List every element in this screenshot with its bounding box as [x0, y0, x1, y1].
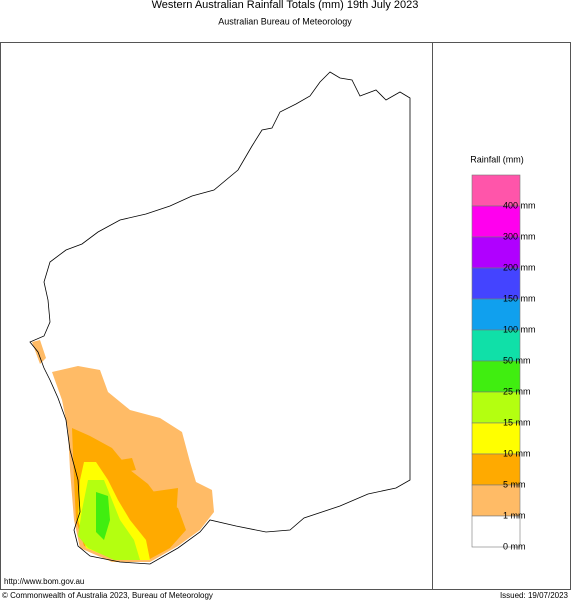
legend-swatch: [471, 391, 521, 424]
title: Western Australian Rainfall Totals (mm) …: [152, 0, 419, 11]
legend-label: 400 mm: [503, 200, 536, 210]
rain-5-10mm: [120, 458, 178, 522]
rain-25-50mm: [96, 492, 110, 540]
subtitle: Australian Bureau of Meteorology: [218, 16, 352, 26]
coastline: [29, 71, 411, 565]
legend-label: 50 mm: [503, 355, 531, 365]
legend-label: 25 mm: [503, 386, 531, 396]
legend-title: Rainfall (mm): [470, 154, 524, 164]
copyright: © Commonwealth of Australia 2023, Bureau…: [2, 591, 213, 600]
legend-label: 300 mm: [503, 231, 536, 241]
legend-swatch: [471, 298, 521, 331]
legend-label: 5 mm: [503, 479, 526, 489]
legend-swatch: [471, 422, 521, 455]
legend: 400 mm 300 mm 200 mm 150 mm 100 mm 50 mm 25 mm…: [471, 174, 536, 551]
legend-label: 0 mm: [503, 541, 526, 551]
rain-1-5mm: [32, 340, 46, 364]
legend-label: 200 mm: [503, 262, 536, 272]
legend-swatch: [471, 484, 521, 517]
source-url[interactable]: http://www.bom.gov.au: [4, 577, 84, 586]
issued-date: Issued: 19/07/2023: [500, 591, 569, 600]
legend-label: 150 mm: [503, 293, 536, 303]
legend-swatch: [471, 174, 521, 207]
legend-swatch: [471, 453, 521, 486]
legend-swatch: [471, 267, 521, 300]
legend-label: 100 mm: [503, 324, 536, 334]
legend-swatch: [471, 236, 521, 269]
legend-label: 1 mm: [503, 510, 526, 520]
legend-label: 15 mm: [503, 417, 531, 427]
legend-swatch: [471, 205, 521, 238]
legend-swatch: [471, 515, 521, 548]
legend-label: 10 mm: [503, 448, 531, 458]
map: [29, 71, 411, 565]
